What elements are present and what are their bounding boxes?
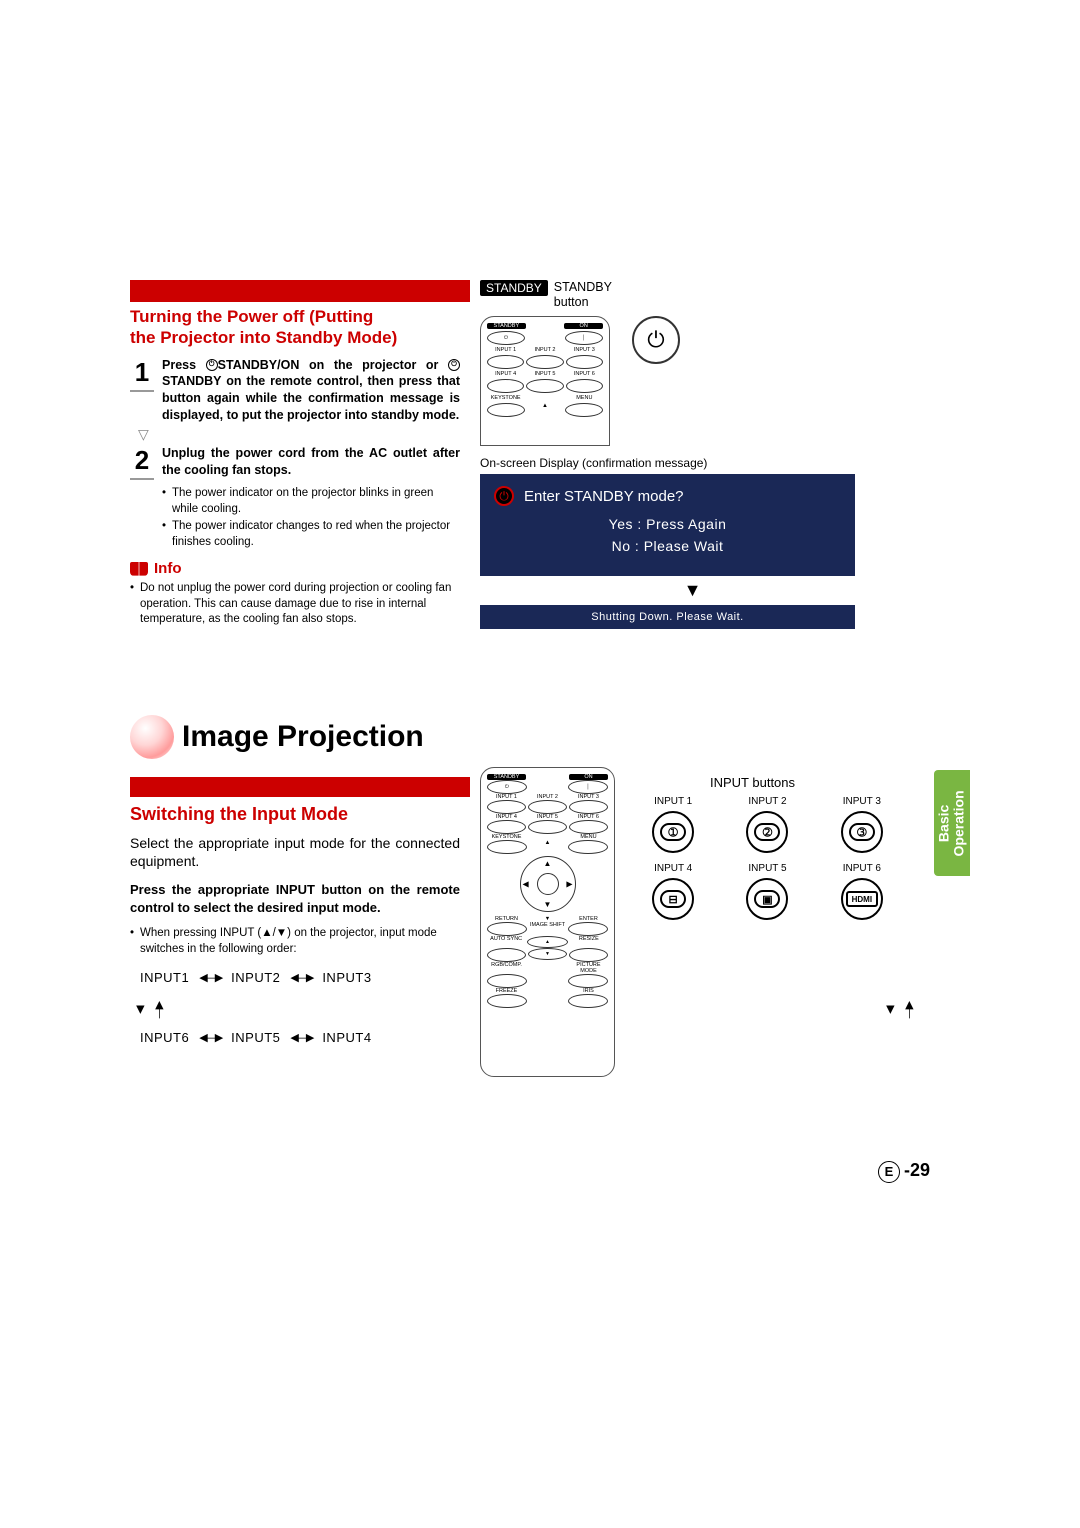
osd-box: ⏻ Enter STANDBY mode? Yes : Press Again … bbox=[480, 474, 855, 576]
page-num-val: -29 bbox=[904, 1160, 930, 1180]
step-2-body: Unplug the power cord from the AC outlet… bbox=[162, 445, 460, 479]
osd-foot: Shutting Down. Please Wait. bbox=[480, 605, 855, 629]
dpad-icon: ▲ ▼ ◀ ▶ bbox=[520, 856, 576, 912]
input-buttons-panel: INPUT buttons INPUT 1➀ INPUT 2➁ INPUT 3➂… bbox=[630, 775, 905, 920]
input-1-button[interactable]: ➀ bbox=[652, 811, 694, 853]
info-text: Do not unplug the power cord during proj… bbox=[130, 581, 460, 628]
remote-btn: ⏻ bbox=[487, 331, 525, 345]
osd-no: No : Please Wait bbox=[494, 538, 841, 554]
side-tab-l1: Basic bbox=[936, 804, 952, 841]
step-2-text: Unplug the power cord from the AC outlet… bbox=[162, 446, 460, 477]
page-number: E-29 bbox=[0, 1160, 930, 1183]
side-tab-l2: Operation bbox=[951, 790, 967, 856]
heading-l2: the Projector into Standby Mode) bbox=[130, 328, 397, 347]
side-tab: Basic Operation bbox=[934, 770, 970, 876]
step-2-bullets: The power indicator on the projector bli… bbox=[162, 486, 462, 550]
book-icon bbox=[130, 562, 148, 576]
arrow-icon: ◀—▶ bbox=[290, 1029, 312, 1048]
remote-full-illustration: STANDBY ON ⏻│ INPUT 1INPUT 2INPUT 3 INPU… bbox=[480, 767, 615, 1077]
step-1: 1 Press ⏻STANDBY/ON on the projector or … bbox=[130, 357, 460, 425]
osd-arrow-icon: ▼ bbox=[480, 580, 905, 601]
input-5-button[interactable]: ▣ bbox=[746, 878, 788, 920]
step-2-num: 2 bbox=[130, 445, 154, 480]
remote-btn: │ bbox=[565, 331, 603, 345]
info-bullet: Do not unplug the power cord during proj… bbox=[130, 581, 460, 628]
standby-tag: STANDBY bbox=[480, 280, 548, 296]
standby-icon: ⏻ bbox=[448, 359, 460, 371]
info-label: Info bbox=[154, 560, 182, 577]
big-standby-icon: ⏻ bbox=[632, 316, 680, 364]
red-bar-2 bbox=[130, 777, 470, 797]
arrow-icon: ◀—▶ bbox=[199, 969, 221, 988]
arrow-icon: ◀—▶ bbox=[881, 998, 918, 1018]
step-2: 2 Unplug the power cord from the AC outl… bbox=[130, 445, 460, 480]
page-title: Image Projection bbox=[130, 715, 910, 759]
remote-lbl-standby: STANDBY bbox=[487, 323, 526, 329]
arrow-icon: ◀—▶ bbox=[131, 998, 168, 1018]
instruction-text: Press the appropriate INPUT button on th… bbox=[130, 881, 460, 916]
osd-title: Enter STANDBY mode? bbox=[524, 488, 684, 505]
section-image-projection: Image Projection Switching the Input Mod… bbox=[130, 715, 910, 1049]
step-1-num: 1 bbox=[130, 357, 154, 392]
note-list: When pressing INPUT (▲/▼) on the project… bbox=[130, 926, 450, 957]
bullet-1: The power indicator on the projector bli… bbox=[162, 486, 462, 517]
note-text: When pressing INPUT (▲/▼) on the project… bbox=[130, 926, 450, 957]
osd-caption: On-screen Display (confirmation message) bbox=[480, 456, 905, 470]
standby-sub: button bbox=[554, 295, 612, 310]
orb-icon bbox=[130, 715, 174, 759]
osd-title-row: ⏻ Enter STANDBY mode? bbox=[494, 486, 841, 506]
input-6-button[interactable]: HDMI bbox=[841, 878, 883, 920]
standby-label-wrap: STANDBY STANDBY button bbox=[480, 280, 905, 310]
standby-on-icon: ⏻ bbox=[206, 359, 218, 371]
right-column-1: STANDBY STANDBY button STANDBY ON ⏻ │ IN… bbox=[480, 280, 905, 629]
bullet-2: The power indicator changes to red when … bbox=[162, 519, 462, 550]
input-caption: INPUT buttons bbox=[710, 775, 905, 790]
step-1-body: Press ⏻STANDBY/ON on the projector or ⏻S… bbox=[162, 357, 460, 425]
remote-top-illustration: STANDBY ON ⏻ │ INPUT 1 INPUT 2 INPUT 3 I… bbox=[480, 316, 610, 446]
page-e: E bbox=[878, 1161, 900, 1183]
input-2-button[interactable]: ➁ bbox=[746, 811, 788, 853]
input-grid: INPUT 1➀ INPUT 2➁ INPUT 3➂ INPUT 4⊟ INPU… bbox=[630, 796, 905, 920]
standby-label: STANDBY bbox=[554, 280, 612, 295]
remote-lbl-on: ON bbox=[564, 323, 603, 329]
input-4-button[interactable]: ⊟ bbox=[652, 878, 694, 920]
arrow-icon: ◀—▶ bbox=[290, 969, 312, 988]
power-icon: ⏻ bbox=[494, 486, 514, 506]
arrow-icon: ◀—▶ bbox=[199, 1029, 221, 1048]
red-bar bbox=[130, 280, 470, 302]
title-text: Image Projection bbox=[182, 720, 424, 754]
body-text: Select the appropriate input mode for th… bbox=[130, 834, 460, 872]
osd-yes: Yes : Press Again bbox=[494, 516, 841, 532]
heading-l1: Turning the Power off (Putting bbox=[130, 307, 373, 326]
input-3-button[interactable]: ➂ bbox=[841, 811, 883, 853]
